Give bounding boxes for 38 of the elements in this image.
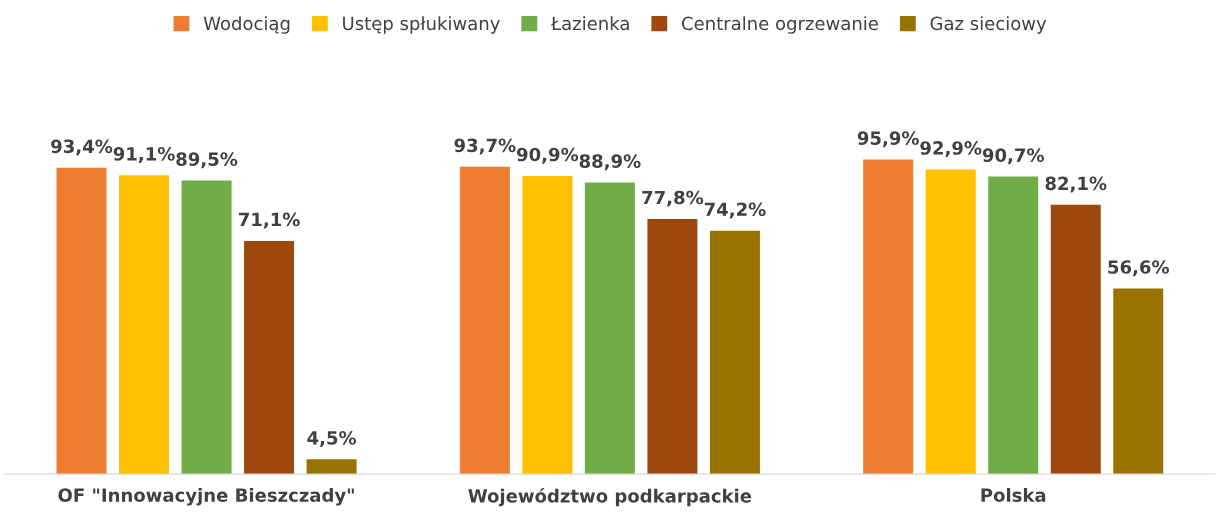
data-label: 92,9%: [920, 141, 982, 158]
bar: [1113, 288, 1164, 475]
data-label: 91,1%: [113, 147, 175, 163]
legend-label: Centralne ogrzewanie: [682, 16, 878, 34]
data-label: 74,2%: [704, 202, 766, 219]
data-label: 82,1%: [1045, 176, 1107, 193]
bar: [863, 159, 914, 475]
legend-label: Gaz sieciowy: [930, 16, 1047, 34]
data-label: 90,9%: [516, 147, 579, 164]
bar: [306, 459, 357, 475]
data-label: 4,5%: [307, 431, 357, 448]
data-label: 89,5%: [176, 152, 238, 169]
data-label: 90,7%: [982, 148, 1044, 165]
x-tick-label: OF "Innowacyjne Bieszczady": [58, 487, 354, 506]
data-label: 77,8%: [642, 190, 704, 207]
data-label: 56,6%: [1108, 260, 1170, 277]
bar: [925, 169, 976, 475]
legend-label: Ustęp spłukiwany: [343, 16, 500, 34]
data-label: 93,4%: [51, 139, 113, 156]
bar: [119, 175, 170, 475]
bar: [1050, 204, 1101, 475]
legend-label: Łazienka: [550, 16, 629, 31]
bar: [244, 240, 295, 475]
bar: [647, 218, 698, 475]
data-label: 71,1%: [238, 212, 300, 229]
legend-label: Wodociąg: [203, 16, 290, 34]
x-tick-label: Województwo podkarpackie: [468, 487, 752, 507]
bar: [459, 166, 510, 475]
data-label: 88,9%: [579, 154, 641, 171]
x-tick-label: Polska: [981, 487, 1046, 502]
data-label: 95,9%: [857, 131, 919, 148]
bar: [584, 182, 635, 475]
data-label: 93,7%: [454, 138, 516, 155]
bar: [709, 230, 760, 475]
bar: [181, 180, 232, 475]
bar: [56, 167, 107, 475]
bar: [522, 175, 573, 475]
bar: [988, 176, 1039, 475]
